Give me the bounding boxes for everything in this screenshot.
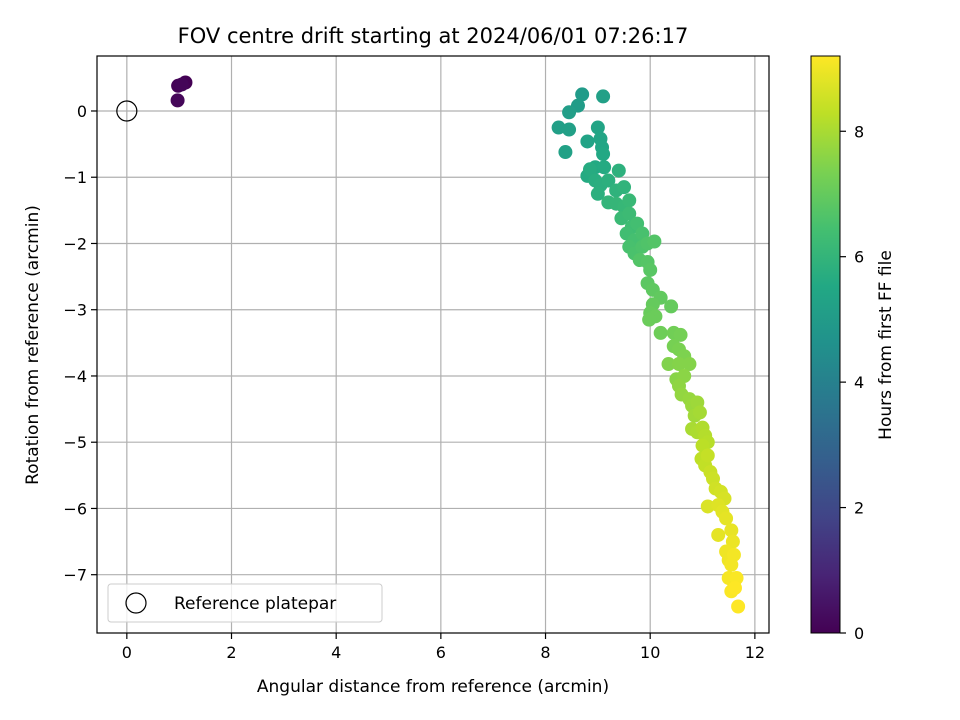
data-point	[731, 599, 746, 614]
colorbar-tick-label: 4	[854, 373, 864, 392]
legend: Reference platepar	[107, 583, 383, 623]
data-point	[575, 87, 590, 102]
data-point	[583, 162, 598, 177]
data-point	[700, 499, 715, 514]
data-point	[692, 405, 707, 420]
data-point	[724, 523, 739, 538]
data-point	[617, 180, 632, 195]
data-point	[661, 357, 676, 372]
data-point	[551, 120, 566, 135]
x-tick-label: 8	[540, 643, 550, 662]
colorbar-tick-label: 6	[854, 248, 864, 267]
colorbar-gradient	[810, 55, 841, 634]
plot-frame	[96, 55, 770, 634]
colorbar-tick-label: 2	[854, 499, 864, 518]
data-point	[170, 93, 185, 108]
data-point	[596, 147, 611, 162]
data-point	[653, 325, 668, 340]
data-point	[673, 327, 688, 342]
y-axis-ticks: 0 −1 −2 −3 −4 −5 −6 −7	[63, 102, 97, 585]
data-point	[174, 77, 189, 92]
data-point	[724, 557, 739, 572]
data-point	[671, 357, 686, 372]
data-point	[622, 193, 637, 208]
colorbar-label: Hours from first FF file	[876, 250, 896, 440]
y-tick-label: −3	[63, 301, 87, 320]
y-tick-label: −6	[63, 499, 87, 518]
y-tick-label: 0	[77, 102, 87, 121]
y-axis-label: Rotation from reference (arcmin)	[23, 205, 43, 485]
y-tick-label: −2	[63, 234, 87, 253]
data-point	[562, 122, 577, 137]
x-tick-label: 2	[226, 643, 236, 662]
plot-area	[97, 56, 769, 633]
data-point	[611, 163, 626, 178]
reference-point	[116, 100, 138, 122]
data-point	[622, 206, 637, 221]
x-tick-label: 6	[436, 643, 446, 662]
data-point	[700, 448, 715, 463]
y-tick-label: −4	[63, 367, 87, 386]
x-tick-label: 4	[331, 643, 341, 662]
x-tick-label: 10	[640, 643, 660, 662]
data-point	[601, 173, 616, 188]
data-point	[642, 312, 657, 327]
y-tick-label: −1	[63, 168, 87, 187]
data-point	[597, 160, 612, 175]
legend-label: Reference platepar	[174, 594, 336, 614]
data-point	[580, 134, 595, 149]
data-point	[664, 299, 679, 314]
data-point	[562, 105, 577, 120]
legend-box	[107, 583, 383, 623]
data-point	[558, 145, 573, 160]
x-axis-label: Angular distance from reference (arcmin)	[257, 677, 609, 697]
reference-marker	[116, 100, 138, 122]
data-point	[643, 262, 658, 277]
data-point	[727, 580, 742, 595]
y-tick-label: −5	[63, 433, 87, 452]
chart-title: FOV centre drift starting at 2024/06/01 …	[178, 24, 689, 48]
x-tick-label: 0	[122, 643, 132, 662]
colorbar-tick-label: 0	[854, 624, 864, 643]
data-point	[682, 357, 697, 372]
scatter-points	[170, 75, 746, 614]
colorbar-tick-label: 8	[854, 122, 864, 141]
colorbar: 0 2 4 6 8 Hours from first FF file	[810, 55, 896, 643]
x-tick-label: 12	[745, 643, 765, 662]
data-point	[711, 527, 726, 542]
data-point	[725, 534, 740, 549]
colorbar-ticks: 0 2 4 6 8	[840, 122, 864, 643]
data-point	[590, 120, 605, 135]
data-point	[719, 511, 734, 526]
data-point	[647, 234, 662, 249]
x-axis-ticks: 0 2 4 6 8 10 12	[122, 633, 765, 662]
data-point	[590, 186, 605, 201]
data-point	[596, 89, 611, 104]
legend-reference-icon	[125, 592, 147, 614]
y-tick-label: −7	[63, 566, 87, 585]
